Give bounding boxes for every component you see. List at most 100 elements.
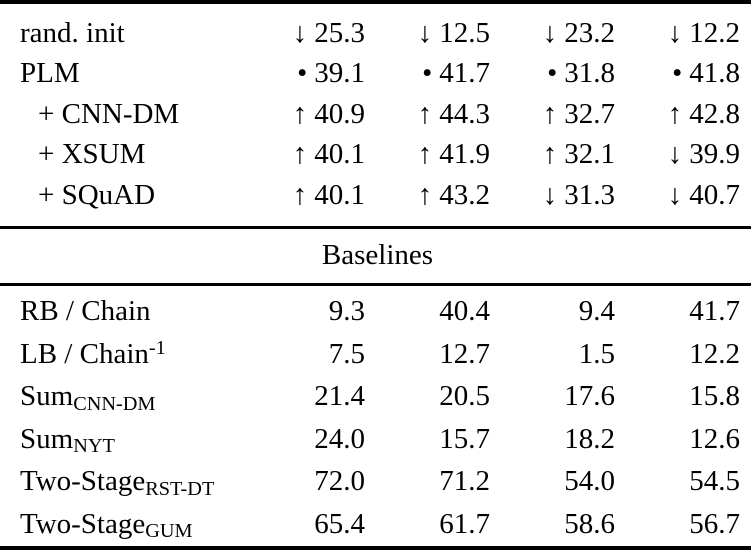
row-label-text: RB / Chain	[20, 295, 151, 328]
table-row: + XSUM ↑ 40.1 ↑ 41.9 ↑ 32.1 ↓ 39.9	[0, 135, 755, 176]
cell-value: 18.2	[564, 422, 615, 455]
table-cell: ↓ 12.5	[365, 16, 490, 49]
row-label: + XSUM	[38, 138, 146, 171]
cell-value: 31.3	[564, 178, 615, 211]
cell-value: 40.4	[439, 295, 490, 328]
cell-value: 12.7	[439, 337, 490, 370]
down-arrow-icon: ↓	[667, 138, 683, 171]
up-arrow-icon: ↑	[667, 97, 683, 130]
mid-rule-lower	[0, 282, 751, 286]
top-rule	[0, 0, 751, 4]
up-arrow-icon: ↑	[292, 97, 308, 130]
table-cell: 1.5	[490, 337, 615, 370]
cell-value: 17.6	[564, 380, 615, 413]
up-arrow-icon: ↑	[292, 138, 308, 171]
row-label: + CNN-DM	[38, 97, 180, 130]
up-arrow-icon: ↑	[417, 138, 433, 171]
table-row: PLM • 39.1 • 41.7 • 31.8 • 41.8	[0, 54, 755, 95]
cell-value: 9.3	[328, 295, 365, 328]
cell-value: 40.9	[314, 97, 365, 130]
cell-value: 72.0	[314, 465, 365, 498]
table-cell: 72.0	[240, 467, 365, 496]
row-label-subscript: GUM	[145, 520, 193, 543]
table-cell: 9.3	[240, 297, 365, 326]
bullet-icon: •	[297, 57, 308, 90]
row-label-text: Sum	[20, 380, 74, 413]
cell-value: 12.2	[689, 337, 740, 370]
table-cell: ↓ 40.7	[615, 178, 740, 211]
up-arrow-icon: ↑	[542, 138, 558, 171]
table-cell: 40.4	[365, 297, 490, 326]
cell-value: 54.5	[689, 465, 740, 498]
table-row: rand. init ↓ 25.3 ↓ 12.5 ↓ 23.2 ↓ 12.2	[0, 13, 755, 54]
table-row: + SQuAD ↑ 40.1 ↑ 43.2 ↓ 31.3 ↓ 40.7	[0, 175, 755, 216]
bullet-icon: •	[422, 57, 433, 90]
table-cell: 54.5	[615, 467, 740, 496]
baselines-section: RB / Chain 9.3 40.4 9.4 41.7 LB / Chain-…	[0, 286, 755, 546]
cell-value: 12.6	[689, 422, 740, 455]
cell-value: 15.7	[439, 422, 490, 455]
cell-value: 41.7	[689, 295, 740, 328]
table-cell: 20.5	[365, 382, 490, 411]
mid-rule-upper	[0, 225, 751, 229]
cell-value: 24.0	[314, 422, 365, 455]
bullet-icon: •	[547, 57, 558, 90]
table-cell: 56.7	[615, 509, 740, 539]
row-label: RB / Chain	[0, 297, 240, 326]
table-cell: ↓ 31.3	[490, 178, 615, 211]
cell-value: 23.2	[564, 16, 615, 49]
cell-value: 44.3	[439, 97, 490, 130]
row-label-subscript: CNN-DM	[73, 392, 156, 415]
down-arrow-icon: ↓	[667, 178, 683, 211]
row-label: LB / Chain-1	[0, 337, 240, 369]
up-arrow-icon: ↑	[417, 178, 433, 211]
cell-value: 9.4	[578, 295, 615, 328]
table-cell: 18.2	[490, 422, 615, 455]
cell-value: 12.5	[439, 16, 490, 49]
table-cell: 58.6	[490, 509, 615, 539]
row-label: Two-StageRST-DT	[0, 465, 240, 499]
cell-value: 32.1	[564, 138, 615, 171]
cell-value: 25.3	[314, 16, 365, 49]
down-arrow-icon: ↓	[667, 16, 683, 49]
section-header-row: Baselines	[0, 229, 755, 283]
up-arrow-icon: ↑	[542, 97, 558, 130]
table-cell: ↑ 44.3	[365, 97, 490, 130]
cell-value: 1.5	[578, 337, 615, 370]
row-label-subscript: NYT	[73, 435, 115, 458]
table-cell: ↑ 32.1	[490, 140, 615, 169]
table-row: LB / Chain-1 7.5 12.7 1.5 12.2	[0, 333, 755, 376]
cell-value: 41.7	[439, 57, 490, 90]
table-cell: ↓ 23.2	[490, 16, 615, 49]
cell-value: 43.2	[439, 178, 490, 211]
up-arrow-icon: ↑	[417, 97, 433, 130]
table-cell: ↑ 32.7	[490, 97, 615, 130]
cell-value: 15.8	[689, 380, 740, 413]
bottom-rule	[0, 545, 751, 550]
table-cell: 71.2	[365, 467, 490, 496]
cell-value: 40.1	[314, 178, 365, 211]
up-arrow-icon: ↑	[292, 178, 308, 211]
row-label: Two-StageGUM	[0, 507, 240, 543]
table-cell: ↑ 42.8	[615, 97, 740, 130]
cell-value: 39.9	[689, 138, 740, 171]
table-cell: 12.6	[615, 422, 740, 455]
row-label-superscript: -1	[148, 337, 166, 360]
row-label-text: Two-Stage	[20, 465, 146, 498]
table-cell: 61.7	[365, 509, 490, 539]
row-label: SumCNN-DM	[0, 380, 240, 414]
table-cell: 7.5	[240, 339, 365, 369]
table-cell: 9.4	[490, 297, 615, 326]
row-label: PLM	[20, 57, 80, 90]
row-label: SumNYT	[0, 424, 240, 458]
table-cell: ↓ 39.9	[615, 140, 740, 169]
down-arrow-icon: ↓	[417, 16, 433, 49]
table-cell: • 31.8	[490, 59, 615, 88]
table-cell: ↑ 43.2	[365, 178, 490, 211]
cell-value: 71.2	[439, 465, 490, 498]
table-cell: ↓ 12.2	[615, 16, 740, 49]
pretrain-section: rand. init ↓ 25.3 ↓ 12.5 ↓ 23.2 ↓ 12.2 PLM •…	[0, 4, 755, 226]
row-label-text: Two-Stage	[20, 507, 146, 540]
bullet-icon: •	[672, 57, 683, 90]
